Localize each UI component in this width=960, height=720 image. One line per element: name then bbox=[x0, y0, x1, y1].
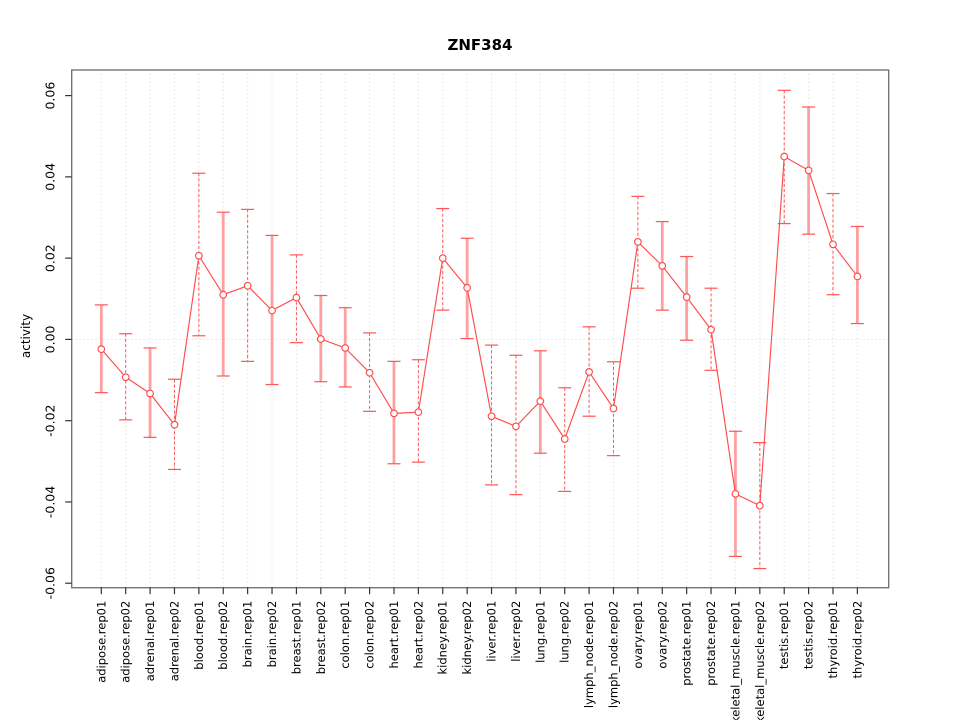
data-point bbox=[243, 281, 252, 290]
x-tick-label: breast.rep02 bbox=[314, 601, 328, 675]
x-tick-label: lung.rep01 bbox=[533, 601, 547, 663]
data-point bbox=[194, 251, 203, 260]
data-point bbox=[731, 489, 740, 498]
x-tick-label: testis.rep02 bbox=[802, 601, 816, 669]
x-tick-label: lung.rep02 bbox=[558, 601, 572, 663]
x-tick-label: kidney.rep02 bbox=[460, 601, 474, 675]
y-tick-label: 0.02 bbox=[43, 244, 58, 272]
y-tick-label: 0.04 bbox=[43, 163, 58, 191]
x-tick-label: adrenal.rep02 bbox=[167, 601, 181, 682]
x-tick-label: adipose.rep01 bbox=[94, 601, 108, 683]
data-line bbox=[100, 155, 858, 507]
data-point bbox=[707, 325, 715, 334]
x-tick-label: brain.rep01 bbox=[241, 601, 255, 668]
data-point bbox=[97, 345, 106, 354]
data-point bbox=[682, 293, 691, 302]
data-point bbox=[829, 240, 837, 249]
x-tick-label: prostate.rep02 bbox=[704, 601, 718, 686]
x-tick-label: heart.rep02 bbox=[411, 601, 425, 669]
y-tick-label: 0.06 bbox=[43, 82, 58, 110]
x-tick-label: adrenal.rep01 bbox=[143, 601, 157, 682]
data-point bbox=[780, 152, 789, 161]
x-tick-label: liver.rep01 bbox=[485, 601, 499, 662]
x-tick-label: lymph_node.rep02 bbox=[606, 601, 620, 708]
data-point bbox=[316, 335, 325, 343]
x-tick-label: colon.rep01 bbox=[338, 601, 352, 669]
x-tick-label: brain.rep02 bbox=[265, 601, 279, 668]
x-tick-label: prostate.rep01 bbox=[680, 601, 694, 686]
data-point bbox=[390, 409, 398, 418]
data-point bbox=[512, 422, 520, 431]
x-tick-label: lymph_node.rep01 bbox=[582, 601, 596, 708]
data-point bbox=[268, 306, 276, 315]
x-tick-label: blood.rep01 bbox=[192, 601, 206, 670]
data-point bbox=[365, 368, 374, 377]
x-tick-label: ovary.rep01 bbox=[631, 601, 645, 669]
data-point bbox=[487, 412, 496, 421]
data-point bbox=[341, 344, 350, 352]
x-tick-label: heart.rep01 bbox=[387, 601, 401, 669]
y-tick-label: -0.02 bbox=[43, 405, 58, 437]
data-point bbox=[853, 272, 862, 281]
data-point bbox=[292, 293, 301, 302]
x-tick-label: liver.rep02 bbox=[509, 601, 523, 662]
x-tick-label: breast.rep01 bbox=[289, 601, 303, 675]
data-point bbox=[463, 283, 472, 292]
data-point bbox=[536, 397, 545, 406]
y-tick-label: -0.04 bbox=[43, 486, 58, 518]
data-point bbox=[755, 501, 764, 510]
x-tick-label: skeletal_muscle.rep01 bbox=[728, 601, 742, 720]
data-point bbox=[170, 420, 179, 429]
chart-title: ZNF384 bbox=[447, 36, 513, 54]
x-tick-label: testis.rep01 bbox=[777, 601, 791, 669]
plot-frame bbox=[70, 69, 890, 589]
data-point bbox=[560, 435, 569, 443]
data-point bbox=[804, 166, 813, 175]
x-tick-label: thyroid.rep02 bbox=[850, 601, 864, 679]
data-point bbox=[438, 254, 447, 263]
data-point bbox=[585, 368, 593, 376]
x-tick-label: ovary.rep02 bbox=[655, 601, 669, 669]
x-tick-label: kidney.rep01 bbox=[436, 601, 450, 675]
x-tick-label: adipose.rep02 bbox=[119, 601, 133, 683]
x-tick-label: colon.rep02 bbox=[363, 601, 377, 669]
data-point bbox=[658, 261, 667, 270]
x-tick-label: blood.rep02 bbox=[216, 601, 230, 670]
x-tick-label: skeletal_muscle.rep02 bbox=[753, 601, 767, 720]
data-point bbox=[146, 389, 154, 398]
data-point bbox=[609, 404, 618, 413]
y-tick-label: -0.06 bbox=[43, 567, 58, 599]
data-point bbox=[634, 238, 642, 246]
data-point bbox=[219, 290, 228, 299]
data-point bbox=[121, 373, 130, 382]
x-tick-label: thyroid.rep01 bbox=[826, 601, 840, 679]
y-tick-label: 0.00 bbox=[43, 325, 58, 353]
data-point bbox=[414, 408, 423, 417]
